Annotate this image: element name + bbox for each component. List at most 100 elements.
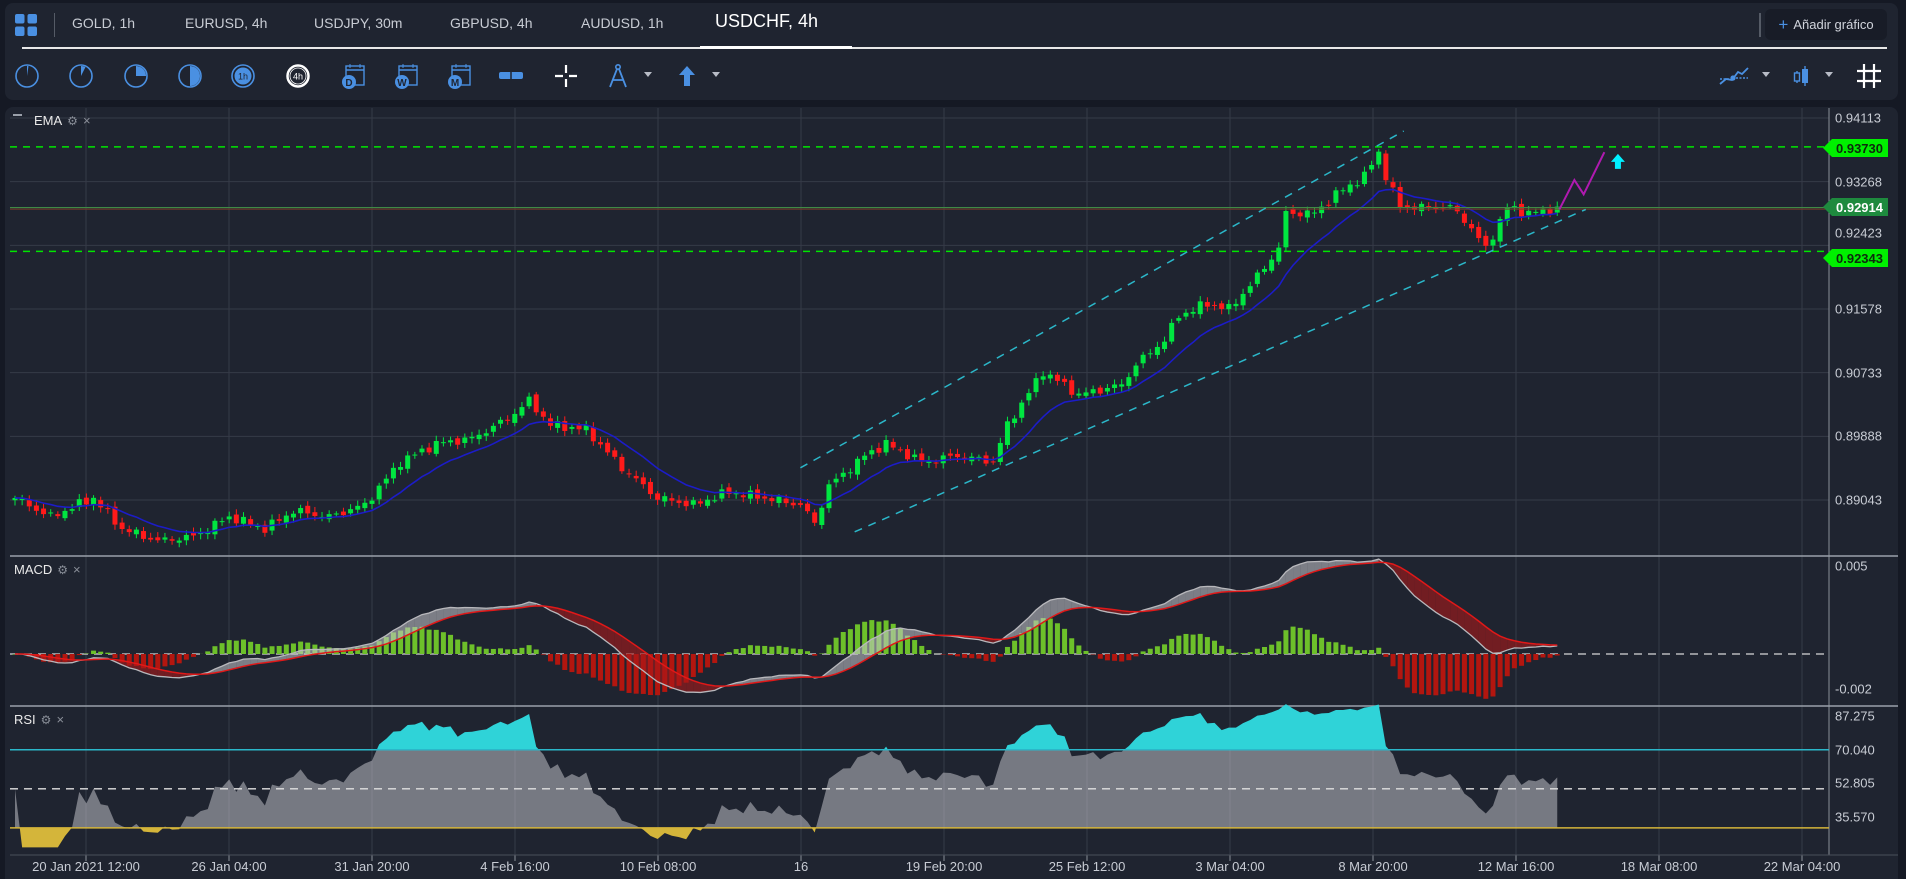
bullish-candle — [298, 508, 304, 514]
macd-histogram-bar — [1176, 635, 1182, 654]
macd-fill — [421, 612, 430, 629]
macd-histogram-bar — [1419, 654, 1425, 695]
timeframe-weekly-button[interactable]: W — [392, 62, 420, 90]
close-icon[interactable]: × — [73, 562, 81, 577]
bullish-candle — [662, 496, 668, 502]
price-tick: 0.93268 — [1835, 174, 1882, 190]
macd-histogram-bar — [1304, 629, 1310, 654]
timeframe-4h-button[interactable]: 4h — [284, 62, 312, 90]
macd-histogram-bar — [762, 645, 768, 654]
trade-arrow-button[interactable] — [673, 62, 701, 90]
bullish-candle — [1319, 206, 1325, 214]
macd-histogram-bar — [562, 654, 568, 670]
macd-histogram-bar — [826, 644, 832, 654]
macd-histogram-bar — [626, 654, 632, 693]
chart-type-button[interactable] — [1787, 62, 1815, 90]
trade-arrow-dropdown[interactable] — [712, 72, 720, 77]
timeframe-5m-button[interactable] — [67, 62, 95, 90]
indicators-button[interactable] — [1718, 62, 1750, 90]
tab-gbpusd-4h[interactable]: GBPUSD, 4h — [450, 15, 533, 31]
macd-histogram-bar — [1526, 654, 1532, 663]
bearish-candle — [619, 456, 625, 472]
macd-histogram-bar — [1047, 618, 1053, 654]
timeframe-daily-button[interactable]: D — [339, 62, 367, 90]
close-icon[interactable]: × — [82, 113, 91, 128]
collapse-pane-button[interactable] — [13, 114, 22, 116]
gear-icon[interactable]: ⚙ — [57, 562, 69, 577]
date-tick: 22 Mar 04:00 — [1763, 859, 1841, 874]
price-tick: 0.90733 — [1835, 365, 1882, 381]
bearish-candle — [562, 421, 568, 431]
macd-histogram-bar — [983, 654, 989, 661]
trend-channel-line — [800, 130, 1405, 469]
drawing-tools-button[interactable] — [604, 62, 632, 90]
macd-histogram-bar — [540, 654, 546, 655]
date-tick: 3 Mar 04:00 — [1195, 859, 1265, 874]
tab-audusd-1h[interactable]: AUDUSD, 1h — [581, 15, 664, 31]
bullish-candle — [719, 489, 725, 499]
macd-histogram-bar — [1354, 650, 1360, 654]
date-tick: 12 Mar 16:00 — [1477, 859, 1555, 874]
bearish-candle — [647, 481, 653, 495]
bullish-candle — [412, 454, 418, 456]
add-chart-button[interactable]: + Añadir gráfico — [1765, 9, 1887, 40]
timeframe-monthly-button[interactable]: M — [445, 62, 473, 90]
macd-histogram-bar — [169, 654, 175, 666]
bullish-candle — [1176, 318, 1182, 321]
bearish-candle — [933, 462, 939, 464]
drawing-tools-dropdown[interactable] — [644, 72, 652, 77]
layout-grid-icon[interactable] — [15, 14, 37, 36]
macd-fill — [621, 636, 630, 661]
macd-fill — [1507, 638, 1515, 651]
close-icon[interactable]: × — [56, 712, 65, 727]
crosshair-button[interactable] — [552, 62, 580, 90]
bullish-candle — [498, 419, 504, 424]
tab-usdjpy-30m[interactable]: USDJPY, 30m — [314, 15, 403, 31]
gear-icon[interactable]: ⚙ — [67, 113, 78, 128]
macd-histogram-bar — [1019, 633, 1025, 654]
macd-fill — [1321, 561, 1329, 570]
macd-fill — [871, 635, 879, 657]
macd-histogram-bar — [576, 654, 582, 674]
bullish-candle — [1233, 303, 1239, 307]
rsi-oversold-area — [19, 827, 816, 848]
macd-histogram-bar — [583, 654, 589, 674]
macd-fill — [1478, 621, 1486, 650]
timeframe-30m-button[interactable] — [176, 62, 204, 90]
timeframe-1m-button[interactable] — [13, 62, 41, 90]
bullish-candle — [733, 493, 739, 495]
macd-histogram-bar — [962, 654, 968, 658]
bearish-candle — [697, 501, 703, 504]
bullish-candle — [290, 513, 296, 518]
svg-text:W: W — [397, 78, 407, 89]
macd-histogram-bar — [1383, 654, 1389, 657]
gear-icon[interactable]: ⚙ — [40, 712, 52, 727]
bullish-candle — [133, 529, 139, 535]
bullish-candle — [1197, 301, 1203, 315]
macd-histogram-bar — [905, 635, 910, 654]
macd-fill — [643, 650, 651, 677]
macd-histogram-bar — [1112, 654, 1118, 661]
tab-gold-1h[interactable]: GOLD, 1h — [72, 15, 136, 31]
clock-30m-icon — [178, 64, 202, 88]
timeframe-15m-button[interactable] — [122, 62, 150, 90]
timeframe-1h-button[interactable]: 1h — [229, 62, 257, 90]
tab-usdchf-4h[interactable]: USDCHF, 4h — [715, 11, 819, 31]
bearish-candle — [1097, 387, 1103, 394]
bearish-candle — [947, 453, 953, 456]
bullish-candle — [1540, 208, 1546, 215]
tab-eurusd-4h[interactable]: EURUSD, 4h — [185, 15, 268, 31]
macd-histogram-bar — [455, 639, 461, 654]
macd-histogram-bar — [1276, 641, 1282, 654]
macd-pane-header: MACD ⚙ × — [14, 562, 81, 577]
bullish-candle — [1183, 312, 1189, 317]
indicators-dropdown[interactable] — [1762, 72, 1770, 77]
bearish-candle — [626, 473, 632, 475]
bearish-candle — [1547, 208, 1553, 215]
chart-type-dropdown[interactable] — [1825, 72, 1833, 77]
macd-histogram-bar — [1212, 640, 1218, 654]
macd-fill — [1485, 626, 1493, 654]
measure-tool-button[interactable] — [497, 62, 525, 90]
grid-toggle-button[interactable] — [1855, 62, 1883, 90]
